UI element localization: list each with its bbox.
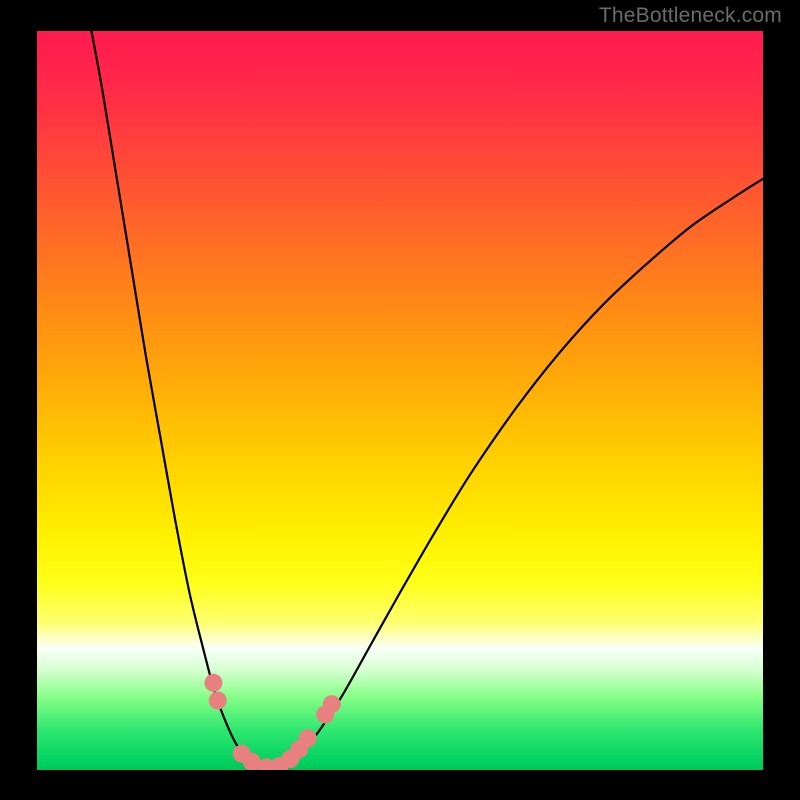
data-marker: [204, 674, 222, 692]
data-marker: [323, 695, 341, 713]
watermark-text: TheBottleneck.com: [599, 4, 782, 28]
data-marker: [209, 692, 227, 710]
bottleneck-chart: [0, 0, 800, 800]
gradient-background: [37, 31, 763, 770]
data-marker: [299, 729, 317, 747]
